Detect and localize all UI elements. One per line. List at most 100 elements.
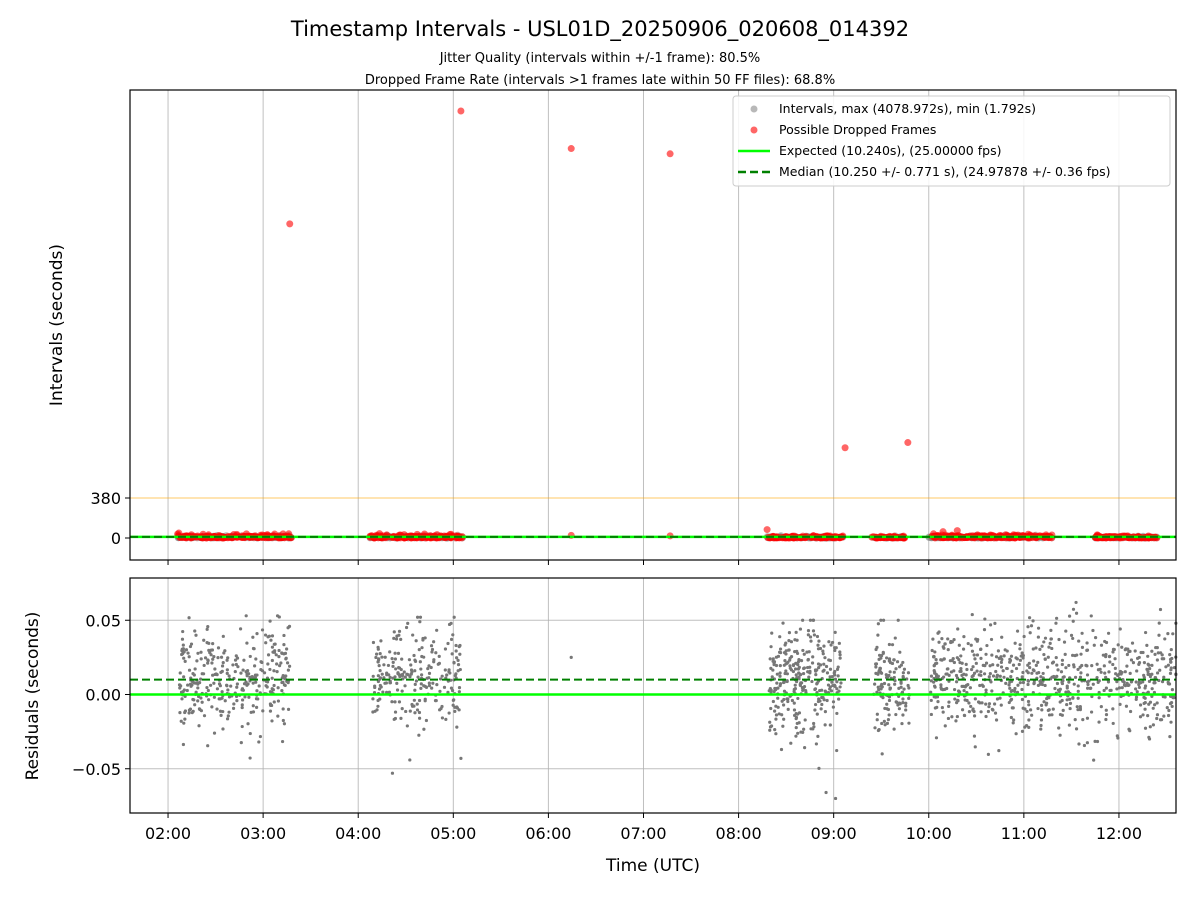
- residual-point: [832, 671, 836, 675]
- residual-point: [796, 731, 800, 735]
- residual-point: [768, 728, 772, 732]
- residual-point: [794, 717, 798, 721]
- x-tick-label: 02:00: [145, 824, 191, 843]
- residual-point: [1027, 718, 1031, 722]
- jitter-quality-subtitle: Jitter Quality (intervals within +/-1 fr…: [439, 51, 761, 66]
- residual-point: [418, 620, 422, 624]
- residual-point: [993, 711, 998, 715]
- residual-point: [181, 647, 185, 652]
- residual-point: [1014, 732, 1018, 736]
- residual-point: [781, 680, 786, 685]
- residual-point: [796, 660, 801, 664]
- residual-point: [893, 679, 897, 683]
- residual-point: [797, 721, 801, 725]
- residual-point: [890, 661, 895, 666]
- residual-point: [995, 675, 999, 679]
- residual-point: [1104, 675, 1108, 679]
- residual-point: [1039, 727, 1043, 731]
- residual-point: [1067, 680, 1071, 684]
- residual-point: [197, 724, 201, 728]
- residual-point: [786, 707, 790, 711]
- residual-point: [211, 673, 215, 677]
- residual-point: [1143, 707, 1147, 711]
- residual-point: [958, 669, 962, 673]
- residual-point: [892, 658, 896, 662]
- residual-point: [950, 715, 954, 719]
- residual-point: [768, 720, 772, 724]
- residual-point: [787, 648, 791, 652]
- residual-point: [997, 749, 1001, 753]
- residual-point: [374, 655, 378, 660]
- residual-point: [1080, 645, 1085, 649]
- residual-point: [1055, 663, 1059, 667]
- residual-point: [773, 728, 777, 732]
- residual-point: [802, 727, 806, 731]
- residual-point: [815, 634, 820, 639]
- top-y-ticks: 0 380: [90, 489, 130, 548]
- residual-point: [876, 622, 880, 626]
- residual-point: [1107, 655, 1112, 659]
- residual-point: [1090, 664, 1094, 668]
- residual-point: [1079, 652, 1083, 656]
- residual-point: [193, 667, 197, 671]
- residual-point: [1125, 664, 1129, 668]
- residual-point: [427, 671, 432, 676]
- residual-point: [789, 640, 794, 644]
- residual-point: [1025, 669, 1029, 673]
- residual-point: [1067, 723, 1072, 727]
- residual-point: [1007, 683, 1011, 687]
- residual-point: [1077, 742, 1081, 746]
- residual-point: [883, 723, 887, 727]
- residual-point: [794, 630, 798, 634]
- residual-point: [1068, 706, 1072, 711]
- residual-point: [1026, 682, 1030, 687]
- residual-point: [282, 683, 287, 687]
- residual-point: [1075, 705, 1079, 709]
- residual-point: [1163, 637, 1167, 641]
- residual-point: [378, 683, 382, 688]
- residual-point: [429, 665, 433, 670]
- residual-point: [932, 663, 936, 668]
- residual-point: [971, 665, 975, 669]
- residual-point: [817, 666, 821, 670]
- residual-point: [873, 726, 877, 730]
- residual-point: [417, 710, 422, 715]
- residual-point: [435, 628, 439, 632]
- residual-point: [1093, 636, 1098, 640]
- residual-point: [1042, 700, 1046, 704]
- residual-point: [895, 700, 899, 704]
- residual-point: [833, 677, 838, 681]
- residual-point: [206, 625, 210, 629]
- residual-point: [1126, 647, 1130, 651]
- residual-point: [929, 679, 933, 683]
- residual-point: [986, 709, 991, 714]
- residual-point: [769, 724, 774, 728]
- residual-point: [285, 661, 290, 665]
- residual-point: [443, 647, 448, 651]
- residual-point: [943, 642, 947, 646]
- residual-point: [1158, 668, 1162, 672]
- residual-point: [932, 655, 936, 659]
- residual-point: [1054, 621, 1058, 625]
- residual-point: [972, 671, 977, 675]
- residual-point: [265, 685, 269, 689]
- residual-point: [822, 698, 826, 702]
- residual-point: [984, 714, 988, 719]
- residual-point: [823, 656, 827, 660]
- residual-point: [1139, 681, 1143, 685]
- residual-point: [1016, 683, 1020, 687]
- residual-point: [837, 689, 841, 693]
- dropped-frame-outlier: [953, 527, 961, 535]
- residual-point: [220, 669, 224, 674]
- residual-point: [1071, 653, 1075, 657]
- residual-point: [187, 668, 192, 672]
- residual-point: [1138, 703, 1143, 707]
- residual-point: [1091, 682, 1095, 686]
- residual-point: [1002, 654, 1006, 658]
- residual-point: [1017, 662, 1021, 667]
- residual-point: [776, 686, 780, 690]
- residual-point: [885, 656, 889, 660]
- residual-point: [901, 701, 905, 705]
- residual-point: [280, 651, 284, 655]
- residual-point: [454, 656, 459, 660]
